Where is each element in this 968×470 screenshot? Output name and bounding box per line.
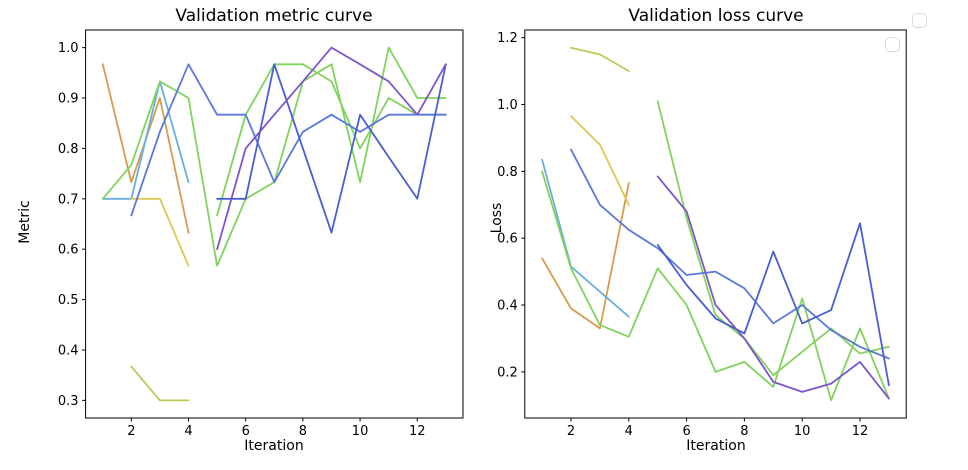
loss-yaxis-label: Loss	[489, 202, 505, 234]
y-tick-label: 0.3	[58, 394, 79, 409]
series-run-violet	[656, 175, 890, 400]
metric-xaxis-label: Iteration	[244, 438, 304, 454]
y-tick-label: 1.0	[58, 41, 79, 56]
series-run-cornflower	[130, 63, 447, 217]
series-run-yellow	[130, 197, 190, 267]
y-tick-label: 1.0	[497, 98, 518, 113]
x-tick-label: 8	[740, 424, 748, 439]
x-tick-label: 4	[625, 424, 633, 439]
y-tick-label: 1.2	[497, 31, 518, 46]
series-run-cornflower	[570, 148, 890, 360]
series-run-sky-blue	[541, 158, 630, 318]
x-tick-label: 6	[682, 424, 690, 439]
x-tick-label: 10	[794, 424, 811, 439]
series-run-violet	[216, 46, 447, 251]
y-tick-label: 0.4	[497, 299, 518, 314]
series-run-yellow-green	[130, 365, 190, 402]
y-tick-label: 0.4	[58, 343, 79, 358]
series-run-yellow-green	[570, 46, 630, 72]
metric-chart-title: Validation metric curve	[175, 6, 373, 26]
y-tick-label: 0.6	[497, 232, 518, 247]
metric-yaxis-label: Metric	[17, 200, 33, 244]
axes-spines	[524, 29, 907, 419]
x-tick-label: 6	[242, 424, 250, 439]
axes-spines	[85, 29, 464, 419]
series-run-yellow	[570, 115, 630, 206]
y-tick-label: 0.6	[58, 243, 79, 258]
series-run-royal-blue	[216, 63, 447, 234]
series-run-green-b	[216, 63, 447, 217]
y-tick-label: 0.7	[58, 192, 79, 207]
x-tick-label: 4	[184, 424, 192, 439]
x-tick-label: 8	[299, 424, 307, 439]
series-run-royal-blue	[656, 222, 890, 387]
legend-box-inside	[885, 37, 900, 52]
series-run-sky-blue	[101, 80, 190, 200]
series-run-orange	[541, 182, 630, 330]
x-tick-label: 2	[567, 424, 575, 439]
legend-box-outside	[912, 13, 927, 28]
x-tick-label: 12	[852, 424, 869, 439]
y-tick-label: 0.5	[58, 293, 79, 308]
y-tick-label: 0.8	[58, 142, 79, 157]
loss-chart-title: Validation loss curve	[628, 6, 804, 26]
loss-xaxis-label: Iteration	[686, 438, 746, 454]
x-tick-label: 12	[409, 424, 426, 439]
x-tick-label: 10	[352, 424, 369, 439]
y-tick-label: 0.9	[58, 92, 79, 107]
series-run-green-b	[656, 100, 890, 377]
y-tick-label: 0.8	[497, 165, 518, 180]
series-run-green-a	[541, 170, 890, 402]
series-run-green-a	[101, 46, 447, 267]
y-tick-label: 0.2	[497, 365, 518, 380]
x-tick-label: 2	[127, 424, 135, 439]
